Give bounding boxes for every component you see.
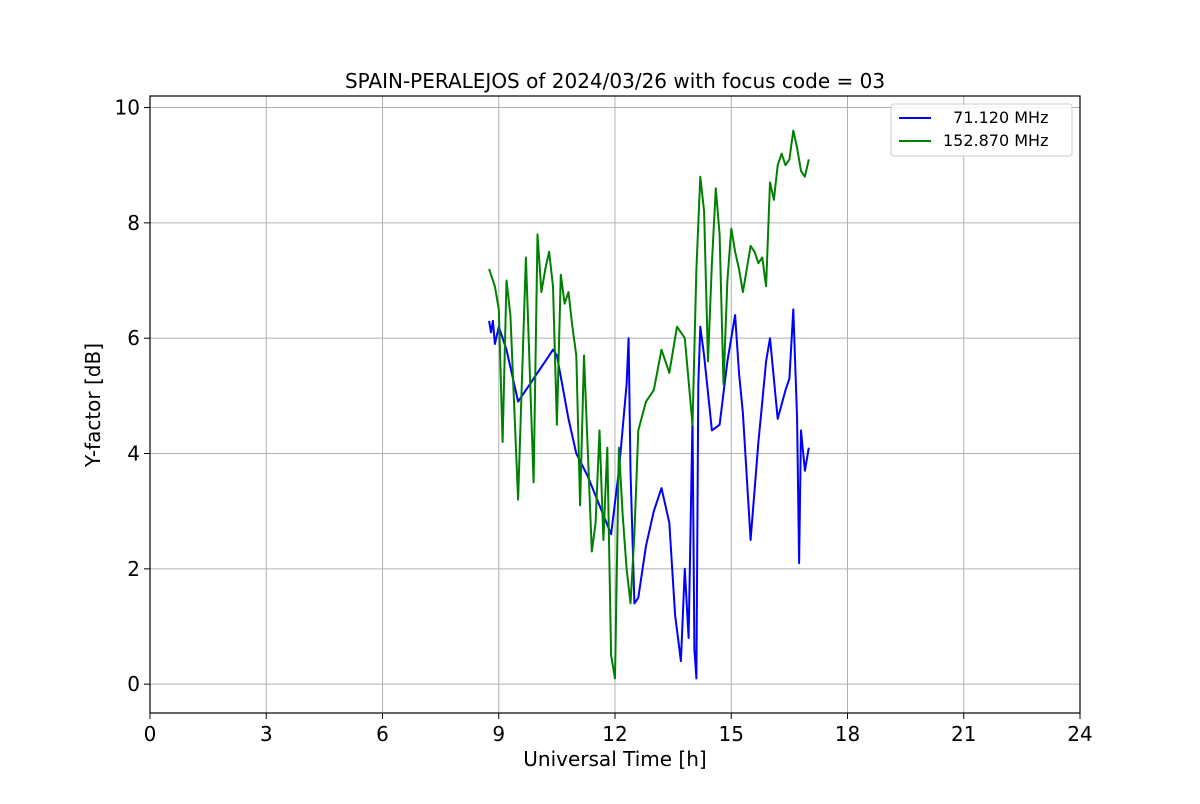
y-tick-label: 0 [127,672,140,696]
x-tick-label: 21 [951,722,976,746]
y-tick-label: 8 [127,211,140,235]
legend-label-71mhz: 71.120 MHz [943,108,1048,127]
x-tick-label: 6 [376,722,389,746]
series-layer [488,129,810,680]
x-tick-label: 3 [260,722,273,746]
legend-box [890,103,1073,157]
series-line-71mhz [488,308,810,680]
y-tick-label: 4 [127,442,140,466]
x-tick-label: 24 [1067,722,1092,746]
legend: 71.120 MHz 152.870 MHz [890,103,1073,157]
y-axis-title: Y-factor [dB] [81,343,105,468]
x-tick-label: 9 [492,722,505,746]
y-tick-label: 2 [127,557,140,581]
x-tick-label: 18 [835,722,860,746]
legend-label-152mhz: 152.870 MHz [943,131,1048,150]
x-tick-label: 15 [719,722,744,746]
x-tick-label: 12 [602,722,627,746]
chart-title: SPAIN-PERALEJOS of 2024/03/26 with focus… [345,69,885,93]
y-tick-label: 6 [127,326,140,350]
series-line-152mhz [488,129,810,680]
y-tick-label: 10 [115,96,140,120]
x-tick-label: 0 [144,722,157,746]
x-axis-title: Universal Time [h] [523,747,706,771]
